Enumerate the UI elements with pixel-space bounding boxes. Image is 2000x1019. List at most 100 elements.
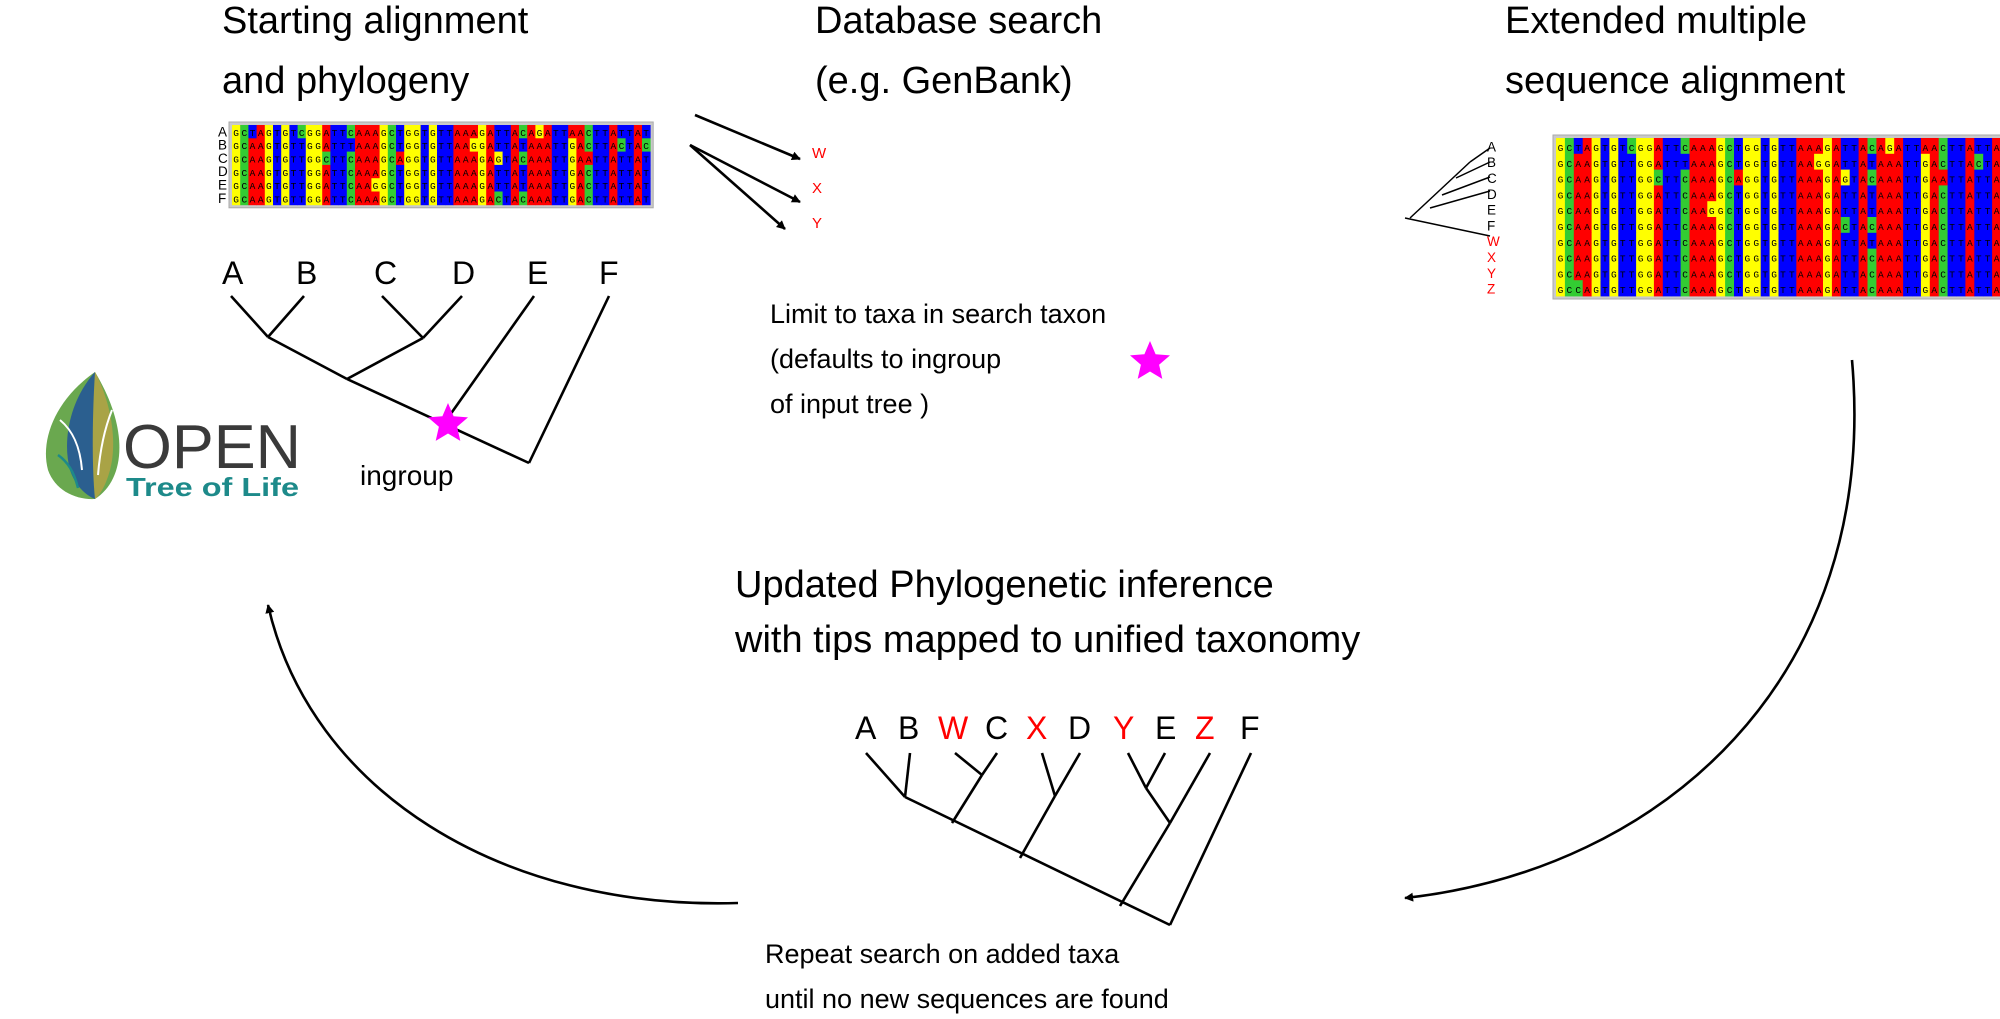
alignment-cell <box>1929 185 1940 202</box>
alignment-cell <box>1618 185 1628 202</box>
alignment-base: G <box>1753 254 1759 265</box>
alignment-base: T <box>1851 175 1857 186</box>
alignment-cell <box>232 164 241 179</box>
alignment-base: A <box>1833 254 1839 265</box>
alignment-cell <box>1689 153 1699 170</box>
alignment-cell <box>1653 185 1664 202</box>
alignment-cell <box>1903 232 1913 249</box>
alignment-cell <box>1564 280 1575 297</box>
alignment-cell <box>510 151 520 166</box>
alignment-cell <box>1645 153 1655 170</box>
alignment-cell <box>1760 248 1770 265</box>
alignment-base: A <box>323 141 329 152</box>
alignment-cell <box>1698 185 1708 202</box>
alignment-cell <box>1680 185 1690 202</box>
alignment-base: T <box>1789 285 1795 296</box>
alignment-cell <box>412 191 421 206</box>
alignment-base: T <box>438 128 444 139</box>
alignment-cell <box>1564 248 1575 265</box>
alignment-cell <box>592 138 602 152</box>
alignment-base: T <box>1958 159 1964 170</box>
alignment-base: G <box>1647 285 1653 296</box>
alignment-base: T <box>1620 222 1626 233</box>
alignment-cell <box>617 191 626 206</box>
alignment-cell <box>1992 280 2000 297</box>
alignment-cell <box>1929 217 1940 234</box>
alignment-base: A <box>1575 190 1581 201</box>
alignment-base: T <box>619 194 625 205</box>
alignment-cell <box>1805 217 1815 234</box>
alignment-cell <box>510 191 520 206</box>
alignment-base: T <box>561 181 567 192</box>
alignment-cell <box>1885 217 1895 234</box>
alignment-base: A <box>1878 159 1884 170</box>
alignment-base: T <box>1958 206 1964 217</box>
alignment-cell <box>461 164 471 179</box>
alignment-base: T <box>274 194 280 205</box>
alignment-base: C <box>1682 285 1688 296</box>
alignment-cell <box>551 138 561 152</box>
alignment-cell <box>1831 217 1842 234</box>
alignment-cell <box>609 178 618 192</box>
alignment-base: G <box>414 181 420 192</box>
alignment-cell <box>1965 232 1975 249</box>
alignment-base: C <box>586 128 592 139</box>
alignment-base: A <box>373 128 379 139</box>
alignment-cell <box>1751 280 1762 297</box>
alignment-cell <box>1680 217 1690 234</box>
alignment-cell <box>1564 264 1575 281</box>
alignment-cell <box>322 178 331 192</box>
alignment-base: T <box>496 168 502 179</box>
tree-tip-label-new: W <box>938 710 969 746</box>
alignment-base: A <box>373 141 379 152</box>
alignment-cell <box>1805 153 1815 170</box>
alignment-base: T <box>1620 190 1626 201</box>
alignment-base: T <box>1976 190 1982 201</box>
alignment-base: A <box>1700 206 1706 217</box>
alignment-base: A <box>463 141 469 152</box>
alignment-base: G <box>1922 285 1928 296</box>
alignment-cell <box>428 178 438 192</box>
alignment-cell <box>256 125 266 139</box>
alignment-cell <box>584 164 594 179</box>
alignment-base: T <box>561 141 567 152</box>
alignment-base: T <box>1780 206 1786 217</box>
alignment-cell <box>543 178 553 192</box>
alignment-cell <box>1992 248 2000 265</box>
alignment-base: T <box>1736 159 1742 170</box>
alignment-base: A <box>1833 159 1839 170</box>
alignment-cell <box>1903 248 1913 265</box>
alignment-base: T <box>1905 238 1911 249</box>
alignment-base: G <box>1647 269 1653 280</box>
alignment-cell <box>1618 280 1628 297</box>
alignment-cell <box>1627 169 1637 186</box>
alignment-cell <box>1671 185 1681 202</box>
alignment-base: T <box>1762 238 1768 249</box>
alignment-cell <box>404 164 413 179</box>
alignment-cell <box>601 164 610 179</box>
tree-tip-label-new: Z <box>1195 710 1215 746</box>
alignment-base: A <box>1887 238 1893 249</box>
alignment-cell <box>1564 201 1575 218</box>
alignment-cell <box>1556 232 1566 249</box>
alignment-base: C <box>1727 143 1733 154</box>
alignment-cell <box>1920 217 1931 234</box>
alignment-cell <box>1778 153 1788 170</box>
alignment-cell <box>519 178 528 192</box>
alignment-base: C <box>1842 222 1848 233</box>
alignment-cell <box>617 125 626 139</box>
alignment-cell <box>1920 248 1931 265</box>
alignment-base: C <box>1727 159 1733 170</box>
alignment-base: T <box>1762 254 1768 265</box>
alignment-cell <box>1778 169 1788 186</box>
alignment-cell <box>584 125 594 139</box>
alignment-base: G <box>1771 206 1777 217</box>
alignment-cell <box>510 178 520 192</box>
alignment-cell <box>1858 232 1868 249</box>
alignment-cell <box>1600 185 1610 202</box>
alignment-base: A <box>1575 254 1581 265</box>
alignment-cell <box>1858 280 1868 297</box>
alignment-cell <box>314 178 323 192</box>
alignment-base: T <box>1985 269 1991 280</box>
alignment-base: A <box>1887 269 1893 280</box>
